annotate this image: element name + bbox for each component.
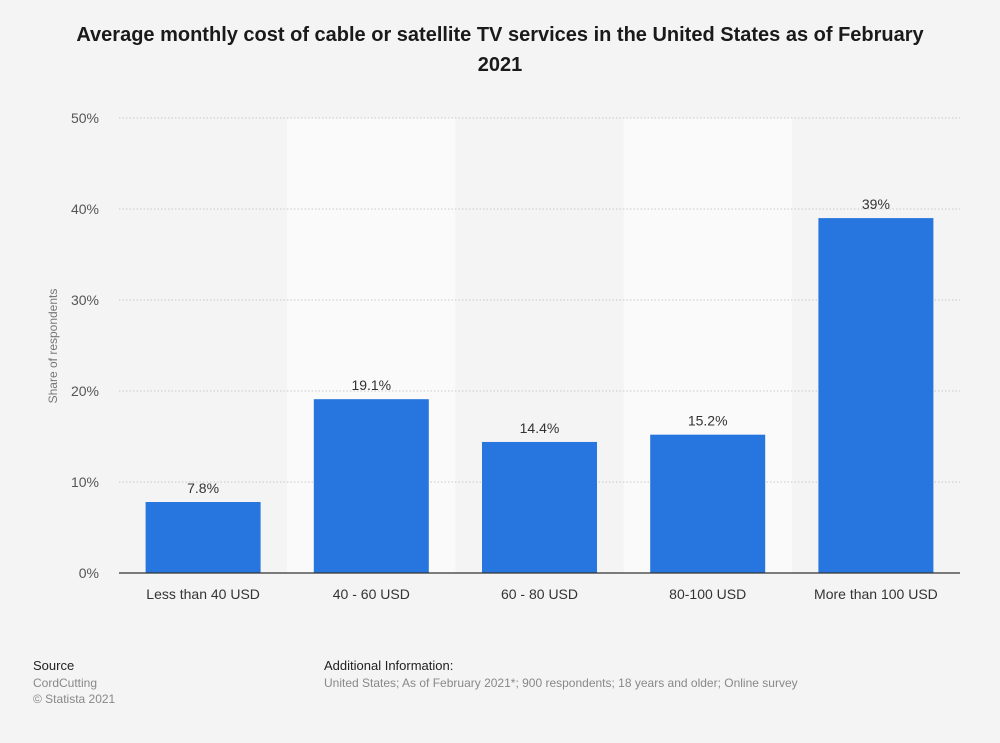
y-axis-ticks: 0% 10% 20% 30% 40% 50%: [71, 110, 99, 581]
y-tick-label: 20%: [71, 383, 99, 399]
chart-title: Average monthly cost of cable or satelli…: [76, 24, 924, 76]
copyright: © Statista 2021: [33, 692, 116, 706]
data-label: 39%: [862, 196, 890, 212]
data-label: 19.1%: [351, 377, 391, 393]
bar[interactable]: [650, 434, 766, 573]
x-category-label: Less than 40 USD: [146, 586, 260, 602]
y-tick-label: 0%: [79, 565, 99, 581]
x-axis-categories: Less than 40 USD 40 - 60 USD 60 - 80 USD 80…: [146, 586, 937, 602]
data-labels: 7.8% 19.1% 14.4% 15.2% 39%: [187, 196, 890, 496]
data-label: 14.4%: [520, 420, 560, 436]
x-category-label: 40 - 60 USD: [333, 586, 410, 602]
x-category-label: 60 - 80 USD: [501, 586, 578, 602]
y-tick-label: 50%: [71, 110, 99, 126]
bar[interactable]: [818, 218, 934, 573]
x-category-label: More than 100 USD: [814, 586, 938, 602]
data-label: 7.8%: [187, 480, 219, 496]
bars: [145, 218, 934, 573]
x-category-label: 80-100 USD: [669, 586, 746, 602]
bar[interactable]: [145, 502, 261, 573]
bar[interactable]: [482, 441, 597, 573]
y-axis-label: Share of respondents: [46, 289, 60, 404]
additional-info-heading: Additional Information:: [324, 658, 454, 673]
additional-info-text: United States; As of February 2021*; 900…: [324, 676, 798, 690]
source-name[interactable]: CordCutting: [33, 676, 98, 690]
bar[interactable]: [313, 399, 429, 573]
data-label: 15.2%: [688, 413, 728, 429]
y-tick-label: 10%: [71, 474, 99, 490]
y-tick-label: 30%: [71, 292, 99, 308]
source-heading: Source: [33, 658, 75, 673]
y-tick-label: 40%: [71, 201, 99, 217]
